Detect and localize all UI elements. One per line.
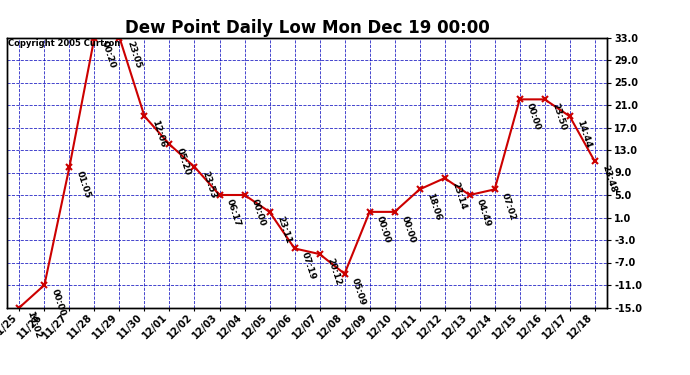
Text: 23:14: 23:14 bbox=[450, 181, 468, 211]
Text: 23:50: 23:50 bbox=[550, 102, 568, 132]
Text: 18:06: 18:06 bbox=[425, 192, 442, 222]
Text: 06:17: 06:17 bbox=[225, 198, 242, 228]
Text: 05:20: 05:20 bbox=[175, 147, 193, 177]
Text: 23:11: 23:11 bbox=[275, 214, 293, 244]
Text: 00:00: 00:00 bbox=[375, 214, 393, 244]
Text: 12:06: 12:06 bbox=[150, 119, 168, 149]
Text: 07:19: 07:19 bbox=[300, 251, 317, 281]
Text: 14:44: 14:44 bbox=[575, 119, 593, 149]
Text: 00:00: 00:00 bbox=[525, 102, 542, 132]
Text: 20:12: 20:12 bbox=[325, 257, 342, 287]
Text: 04:49: 04:49 bbox=[475, 198, 493, 228]
Text: 00:00: 00:00 bbox=[250, 198, 267, 227]
Text: 05:09: 05:09 bbox=[350, 276, 368, 306]
Text: 00:00: 00:00 bbox=[400, 214, 417, 244]
Text: 10:02: 10:02 bbox=[25, 310, 42, 340]
Text: 01:05: 01:05 bbox=[75, 170, 92, 200]
Text: 23:05: 23:05 bbox=[125, 40, 142, 70]
Text: 23:48: 23:48 bbox=[600, 164, 618, 194]
Title: Dew Point Daily Low Mon Dec 19 00:00: Dew Point Daily Low Mon Dec 19 00:00 bbox=[125, 20, 489, 38]
Text: 00:00: 00:00 bbox=[50, 288, 67, 317]
Text: Copyright 2005 Curtron: Copyright 2005 Curtron bbox=[8, 39, 120, 48]
Text: 00:20: 00:20 bbox=[100, 40, 117, 70]
Text: 23:53: 23:53 bbox=[200, 170, 217, 200]
Text: 07:02: 07:02 bbox=[500, 192, 518, 222]
